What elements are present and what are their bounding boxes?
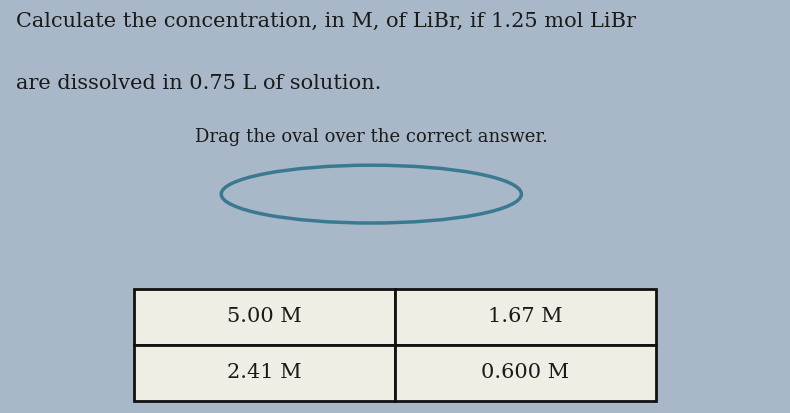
FancyBboxPatch shape <box>134 289 395 345</box>
FancyBboxPatch shape <box>134 345 395 401</box>
Text: 5.00 M: 5.00 M <box>228 307 302 327</box>
FancyBboxPatch shape <box>395 345 656 401</box>
Text: 1.67 M: 1.67 M <box>488 307 562 327</box>
Text: 2.41 M: 2.41 M <box>228 363 302 382</box>
FancyBboxPatch shape <box>395 289 656 345</box>
Text: Drag the oval over the correct answer.: Drag the oval over the correct answer. <box>195 128 547 146</box>
Text: are dissolved in 0.75 L of solution.: are dissolved in 0.75 L of solution. <box>16 74 382 93</box>
Text: Calculate the concentration, in M, of LiBr, if 1.25 mol LiBr: Calculate the concentration, in M, of Li… <box>16 12 636 31</box>
Text: 0.600 M: 0.600 M <box>481 363 570 382</box>
